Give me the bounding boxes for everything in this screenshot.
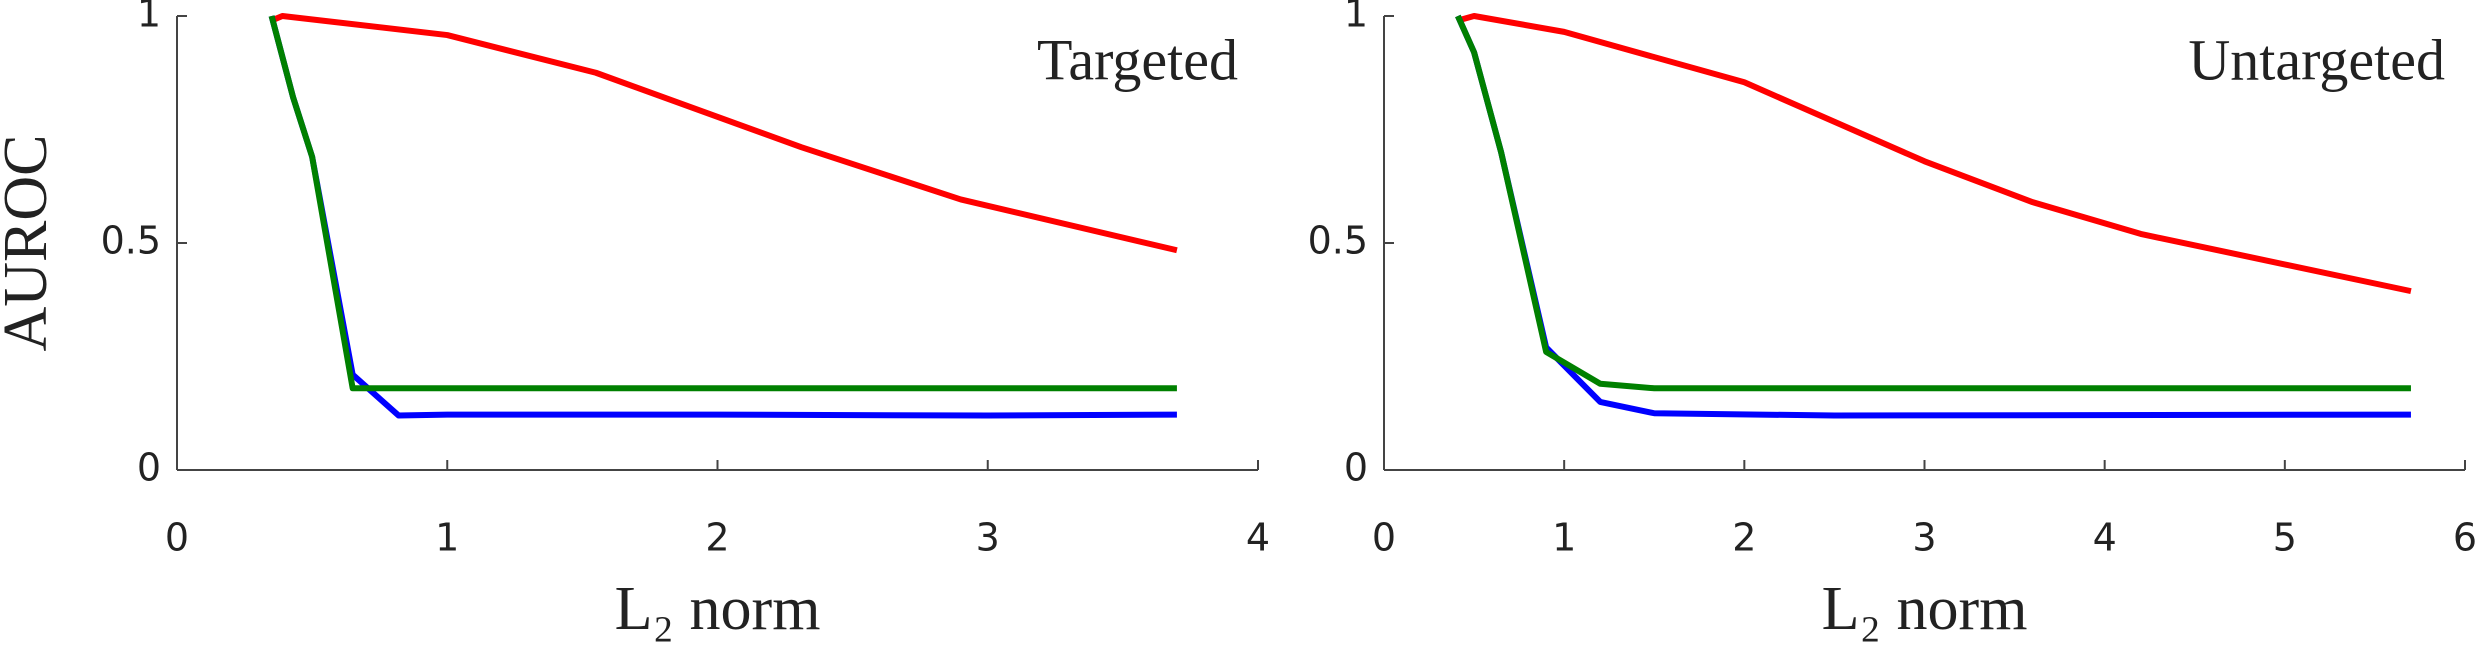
y-tick-label: 0 (1344, 446, 1368, 490)
y-tick-label: 1 (1344, 0, 1368, 36)
x-axis-label: L₂ norm (615, 575, 821, 643)
y-tick-label: 0.5 (1308, 219, 1368, 263)
x-tick-label: 0 (1372, 516, 1396, 560)
annotation: Targeted (1037, 27, 1238, 92)
series-line (268, 15, 1177, 392)
annotation: Untargeted (2188, 27, 2445, 92)
y-axis-label: AUROC (0, 134, 60, 351)
x-tick-label: 4 (1246, 516, 1270, 560)
y-tick-label: 1 (137, 0, 161, 36)
x-tick-label: 2 (1732, 516, 1756, 560)
series-line (1455, 14, 2411, 392)
x-tick-label: 0 (165, 516, 189, 560)
y-tick-label: 0.5 (101, 219, 161, 263)
x-tick-label: 1 (1552, 516, 1576, 560)
series-line (1457, 13, 2412, 295)
y-tick-label: 0 (137, 446, 161, 490)
x-axis-label: L₂ norm (1822, 575, 2028, 643)
x-tick-label: 3 (1912, 516, 1936, 560)
x-tick-label: 2 (705, 516, 729, 560)
x-tick-label: 3 (976, 516, 1000, 560)
x-tick-label: 6 (2453, 516, 2477, 560)
series-line (270, 13, 1178, 254)
x-tick-label: 1 (435, 516, 459, 560)
x-tick-label: 5 (2273, 516, 2297, 560)
x-tick-label: 4 (2093, 516, 2117, 560)
